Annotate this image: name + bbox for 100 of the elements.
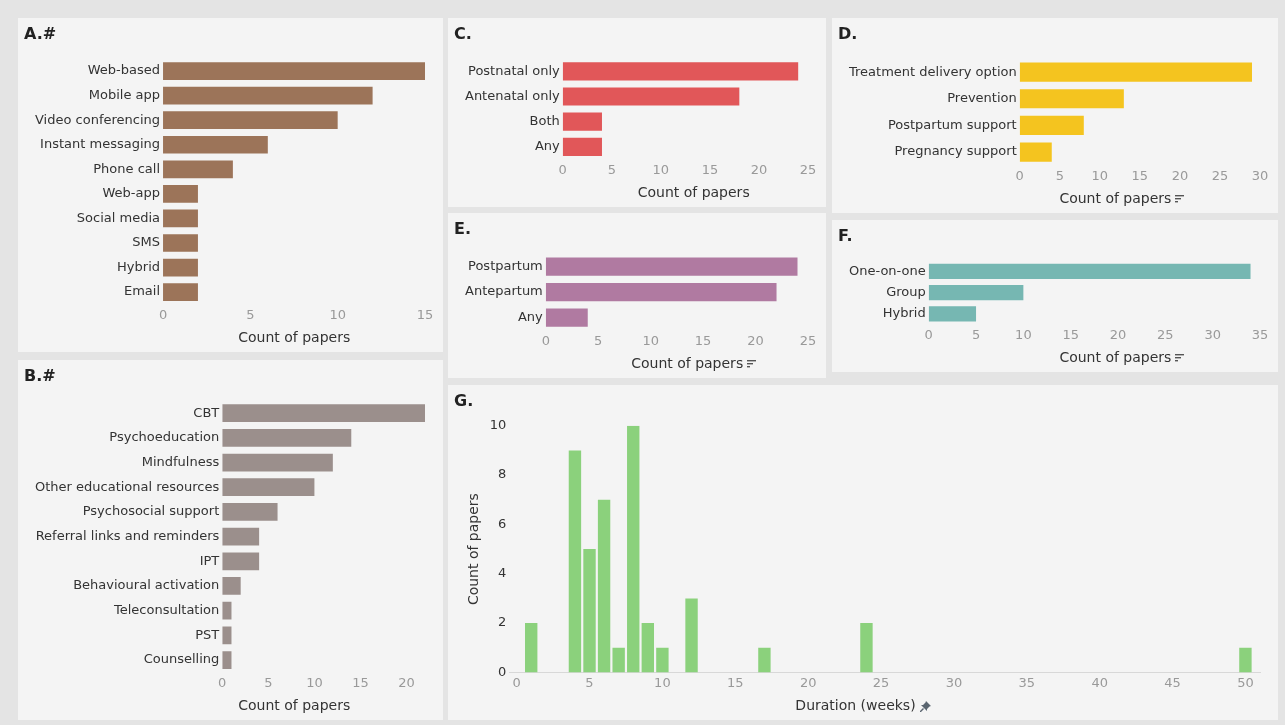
chart-title: A.# — [23, 23, 58, 45]
x-tick-label: 10 — [1015, 326, 1032, 342]
x-tick-label: 15 — [701, 161, 719, 177]
y-tick-label: Counselling — [143, 651, 220, 667]
bar — [163, 86, 373, 105]
bar — [222, 428, 352, 447]
bar — [1019, 115, 1084, 136]
bar — [222, 503, 278, 521]
bar — [222, 453, 333, 472]
bar — [928, 306, 977, 322]
x-tick-label: 15 — [726, 674, 744, 690]
bar — [163, 111, 338, 130]
bar — [163, 185, 198, 203]
x-tick-label: 30 — [1251, 167, 1269, 183]
x-tick-label: 25 — [1211, 167, 1229, 183]
bar — [562, 137, 602, 156]
x-tick-label: 20 — [1109, 326, 1127, 342]
x-tick-label: 40 — [1091, 674, 1108, 690]
y-tick-label: 4 — [498, 565, 507, 581]
x-axis-title: Count of papers — [637, 184, 750, 200]
y-tick-label: Mindfulness — [141, 453, 220, 469]
bar — [222, 552, 260, 571]
y-tick-label: 10 — [489, 417, 507, 433]
bar — [627, 425, 640, 673]
x-axis-title: Count of papers — [1059, 190, 1172, 206]
y-tick-label: 0 — [498, 663, 507, 679]
x-axis-title: Count of papers — [238, 329, 351, 345]
y-tick-label: Antepartum — [464, 283, 543, 299]
y-tick-label: Psychosocial support — [82, 503, 220, 519]
x-tick-label: 10 — [1091, 167, 1109, 183]
y-tick-label: Both — [529, 113, 560, 129]
x-tick-label: 5 — [971, 326, 981, 342]
x-tick-label: 10 — [306, 674, 323, 690]
bar — [1019, 142, 1052, 162]
y-tick-label: Web-app — [102, 185, 161, 201]
y-tick-label: Group — [886, 283, 926, 299]
text: D. — [837, 23, 859, 45]
x-tick-label: 45 — [1164, 674, 1181, 690]
y-tick-label: Treatment delivery option — [847, 63, 1017, 79]
bar — [928, 263, 1251, 280]
y-tick-label: 8 — [498, 466, 507, 482]
text: B.# — [23, 365, 57, 387]
x-tick-label: 35 — [1018, 674, 1036, 690]
y-tick-label: Email — [123, 283, 161, 299]
x-tick-label: 25 — [872, 674, 890, 690]
y-tick-label: Prevention — [947, 90, 1017, 106]
y-tick-label: Instant messaging — [40, 136, 161, 152]
y-tick-label: Video conferencing — [34, 111, 161, 127]
bar — [928, 284, 1024, 301]
x-tick-label: 25 — [799, 332, 817, 348]
x-tick-label: 20 — [747, 332, 764, 348]
y-tick-label: Teleconsultation — [112, 602, 220, 618]
bar — [860, 623, 873, 673]
bar — [222, 527, 260, 546]
x-tick-label: 15 — [694, 332, 712, 348]
bar — [222, 577, 241, 595]
x-tick-label: 5 — [607, 161, 616, 177]
x-tick-label: 5 — [264, 674, 273, 690]
bar — [583, 549, 596, 673]
x-tick-label: 30 — [945, 674, 963, 690]
y-tick-label: Social media — [76, 209, 161, 225]
y-tick-label: Other educational resources — [34, 478, 220, 494]
bar — [562, 112, 602, 131]
y-tick-label: 2 — [498, 614, 507, 630]
y-tick-label: Mobile app — [88, 87, 161, 103]
y-tick-label: IPT — [199, 552, 220, 568]
bar — [545, 282, 777, 302]
y-tick-label: Postpartum support — [887, 116, 1017, 132]
x-tick-label: 15 — [1062, 326, 1079, 342]
bar — [562, 87, 740, 106]
y-tick-label: Psychoeducation — [109, 429, 220, 445]
x-axis-title: Duration (weeks) — [795, 697, 916, 713]
bar — [222, 478, 315, 497]
x-tick-label: 10 — [654, 674, 671, 690]
y-tick-label: Behavioural activation — [73, 577, 220, 593]
x-tick-label: 20 — [750, 161, 768, 177]
x-tick-label: 20 — [799, 674, 817, 690]
bar — [163, 209, 198, 228]
y-tick-label: Postpartum — [468, 257, 543, 273]
y-tick-label: One-on-one — [849, 262, 926, 278]
x-tick-label: 20 — [1171, 167, 1189, 183]
chart-title: F. — [837, 225, 854, 247]
y-tick-label: 6 — [498, 515, 507, 531]
bar — [656, 647, 669, 673]
y-tick-label: Phone call — [93, 160, 161, 176]
chart-title: G. — [453, 390, 475, 412]
x-tick-label: 5 — [246, 306, 255, 322]
y-tick-label: Hybrid — [882, 305, 926, 321]
bar — [568, 450, 582, 673]
bar — [163, 283, 198, 301]
bar — [758, 647, 771, 673]
bar — [163, 160, 233, 179]
x-tick-label: 25 — [1157, 326, 1174, 342]
bar — [525, 623, 538, 673]
bar — [1239, 647, 1252, 673]
x-axis-title: Count of papers — [1059, 349, 1172, 365]
chart-title: E. — [453, 218, 472, 240]
y-tick-label: Pregnancy support — [894, 143, 1017, 159]
x-tick-label: 15 — [1131, 167, 1149, 183]
x-tick-label: 10 — [652, 161, 670, 177]
